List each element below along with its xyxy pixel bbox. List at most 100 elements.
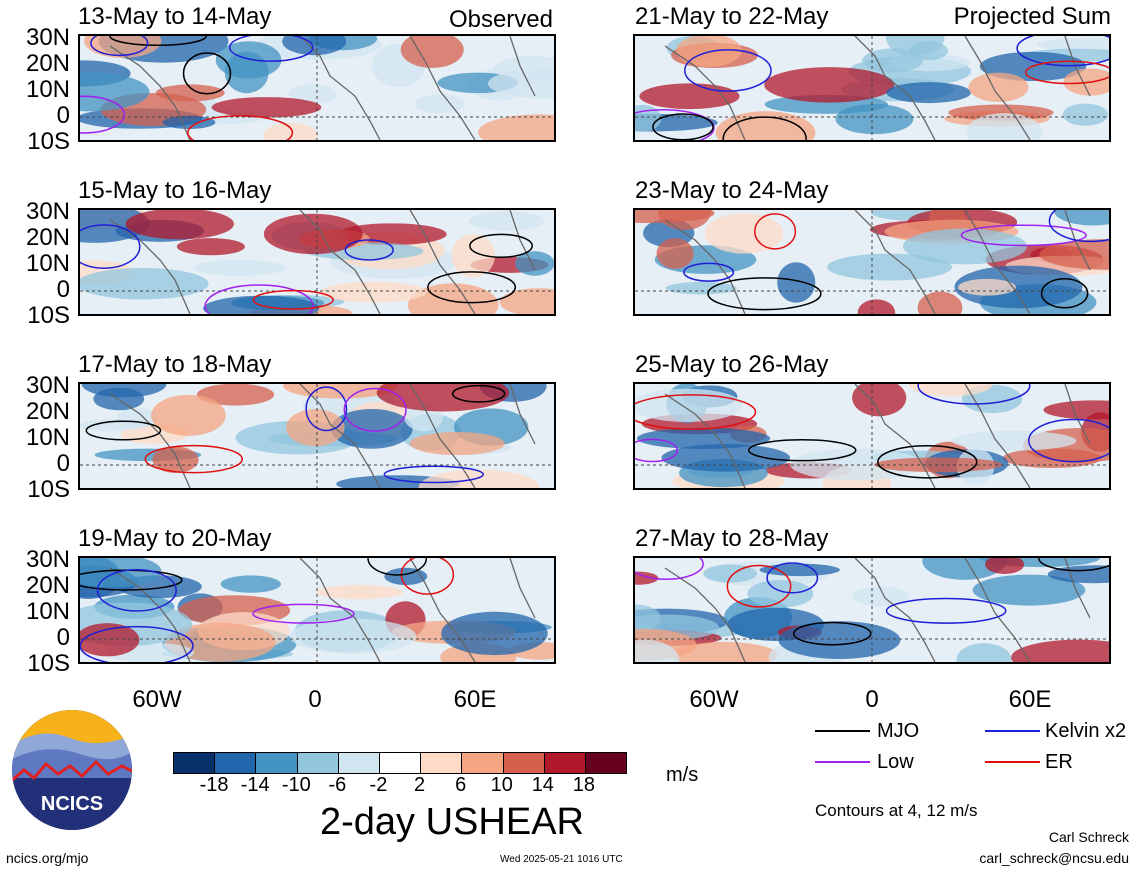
shear-anomaly-blob <box>215 41 282 79</box>
shear-anomaly-blob <box>409 432 505 456</box>
legend-mjo-line <box>815 730 870 732</box>
panel-title: 13-May to 14-May <box>78 3 272 30</box>
shear-anomaly-blob <box>441 611 548 656</box>
shear-anomaly-blob <box>857 299 896 314</box>
wave-contour <box>726 564 792 608</box>
shear-anomaly-blob <box>478 114 554 140</box>
colorbar-tick-label: 10 <box>490 774 513 796</box>
shear-anomaly-blob <box>192 259 286 276</box>
footer-timestamp: Wed 2025-05-21 1016 UTC <box>500 854 623 865</box>
wave-contour <box>427 271 517 304</box>
wave-contour <box>635 394 757 430</box>
wave-contour <box>109 36 207 47</box>
shear-anomaly-blob <box>902 228 1027 265</box>
wave-contour <box>451 384 506 403</box>
shear-anomaly-blob <box>315 584 403 600</box>
lat-label: 0 <box>56 450 70 477</box>
wave-contour <box>182 52 232 95</box>
wave-contour <box>877 445 978 479</box>
panel-title: 21-May to 22-May <box>635 3 829 30</box>
colorbar-tick-label: -18 <box>199 774 229 796</box>
wave-contour <box>187 115 294 140</box>
map-panel <box>633 34 1111 142</box>
shear-anomaly-blob <box>954 265 1083 309</box>
shear-anomaly-blob <box>384 567 428 585</box>
colorbar-tick-label: -14 <box>240 774 270 796</box>
shear-anomaly-blob <box>956 643 1012 662</box>
legend-kelvin-label: Kelvin x2 <box>1045 720 1127 742</box>
legend-kelvin-line <box>985 730 1040 732</box>
map-panel <box>633 382 1111 490</box>
shear-anomaly-blob <box>985 558 1025 574</box>
panel-title: 15-May to 16-May <box>78 177 272 204</box>
lat-label: 20N <box>25 398 70 425</box>
shear-anomaly-blob <box>1036 37 1109 52</box>
shear-anomaly-blob <box>499 288 554 314</box>
shear-anomaly-blob <box>635 388 743 422</box>
shear-anomaly-blob <box>418 469 540 488</box>
shear-anomaly-blob <box>908 384 993 397</box>
shear-anomaly-blob <box>468 211 545 231</box>
shear-anomaly-blob <box>636 427 771 449</box>
colorbar-swatch <box>378 753 421 773</box>
map-panel <box>78 208 556 316</box>
shear-anomaly-blob <box>289 618 417 654</box>
shear-anomaly-blob <box>759 563 840 577</box>
wave-contour <box>96 568 177 612</box>
shear-anomaly-blob <box>778 621 901 659</box>
coastline <box>664 210 1091 314</box>
legend-er-line <box>985 761 1040 763</box>
lat-label: 0 <box>56 276 70 303</box>
shear-anomaly-blob <box>451 234 495 278</box>
panel-title: 25-May to 26-May <box>635 351 829 378</box>
wave-contour <box>252 289 334 310</box>
coastline <box>664 558 1091 662</box>
shear-anomaly-blob <box>665 281 737 295</box>
shear-anomaly-blob <box>958 278 1016 296</box>
contours-note: Contours at 4, 12 m/s <box>815 801 978 820</box>
shear-anomaly-blob <box>1039 239 1109 270</box>
lat-label: 20N <box>25 50 70 77</box>
footer-author: Carl Schreck <box>1048 829 1129 845</box>
wave-contour <box>1040 278 1089 309</box>
panel-tag: Projected Sum <box>953 3 1111 30</box>
map-panel <box>633 208 1111 316</box>
wave-contour <box>792 621 872 646</box>
wave-contour <box>1016 36 1109 67</box>
shear-anomaly-blob <box>80 623 140 657</box>
shear-anomaly-blob <box>320 281 427 303</box>
shear-anomaly-blob <box>400 36 464 68</box>
lat-label: 30N <box>25 24 70 51</box>
wave-contour <box>722 116 807 140</box>
wave-contour <box>754 213 797 250</box>
lon-label: 60E <box>1008 686 1052 713</box>
coastline <box>109 384 536 488</box>
coastline <box>109 36 536 140</box>
shear-anomaly-blob <box>966 113 1043 140</box>
wave-contour <box>652 113 714 140</box>
shear-anomaly-blob <box>376 384 510 412</box>
lat-label: 10S <box>27 128 70 155</box>
colorbar <box>173 752 627 774</box>
legend-low-line <box>815 761 870 763</box>
colorbar-swatch <box>337 753 379 773</box>
wave-contour <box>80 625 194 662</box>
wave-contour <box>885 597 1007 624</box>
wave-contour <box>1028 418 1109 463</box>
wave-contour <box>1024 60 1109 85</box>
shear-anomaly-blob <box>972 574 1086 606</box>
shear-anomaly-blob <box>1062 103 1109 126</box>
lon-label: 60W <box>689 686 739 713</box>
shear-anomaly-blob <box>657 210 712 230</box>
shear-anomaly-blob <box>639 83 740 110</box>
colorbar-swatch <box>420 753 462 773</box>
lat-label: 30N <box>25 372 70 399</box>
shear-anomaly-blob <box>80 419 144 432</box>
shear-anomaly-blob <box>968 72 1029 102</box>
lat-label: 10N <box>25 598 70 625</box>
shear-anomaly-blob <box>414 94 465 114</box>
shear-anomaly-blob <box>220 575 281 593</box>
colorbar-tick-label: -2 <box>369 774 388 796</box>
shear-anomaly-blob <box>282 36 347 56</box>
coastline <box>664 384 1091 488</box>
